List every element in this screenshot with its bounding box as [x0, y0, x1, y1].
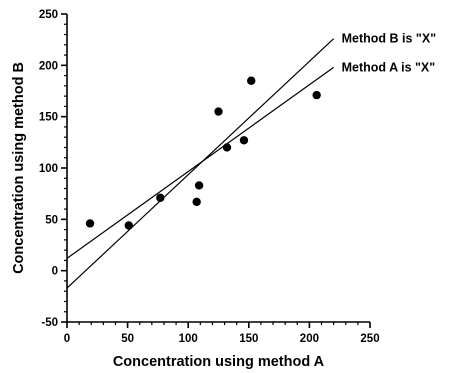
regression-line-label: Method A is "X"	[342, 60, 436, 74]
y-tick-label: 100	[39, 163, 58, 175]
data-point	[222, 143, 232, 152]
y-tick-label: 50	[45, 214, 58, 226]
y-tick-label: 0	[52, 266, 58, 278]
data-point	[247, 76, 256, 85]
x-tick-label: 0	[64, 333, 70, 345]
x-tick-label: 250	[360, 333, 379, 345]
y-tick-label: 250	[39, 9, 58, 21]
data-point	[194, 181, 204, 190]
data-point	[239, 136, 249, 145]
regression-line-label: Method B is "X"	[342, 32, 437, 46]
x-tick-label: 200	[300, 333, 319, 345]
x-tick-label: 150	[239, 333, 258, 345]
x-tick-label: 50	[121, 333, 134, 345]
data-point	[214, 107, 223, 116]
x-tick-label: 100	[179, 333, 198, 345]
y-tick-label: -50	[41, 317, 58, 329]
data-point	[85, 219, 95, 228]
data-point	[156, 193, 165, 202]
data-point	[124, 221, 134, 230]
plot-marks: 0 50 100 150 200 250 -50 0 50 100 150 200 250 Method …	[39, 9, 436, 345]
x-axis-title: Concentration using method A	[113, 354, 325, 370]
y-axis-title: Concentration using method B	[11, 62, 27, 274]
data-point	[192, 197, 201, 207]
regression-line	[66, 66, 334, 259]
y-tick-label: 200	[39, 60, 58, 72]
y-tick-label: 150	[39, 112, 58, 124]
data-point	[312, 90, 321, 100]
